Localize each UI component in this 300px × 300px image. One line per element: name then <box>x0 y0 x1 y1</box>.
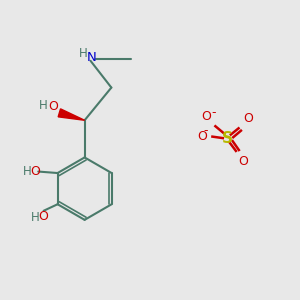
Text: O: O <box>30 165 40 178</box>
Polygon shape <box>58 109 85 120</box>
Text: H: H <box>22 165 31 178</box>
Text: H: H <box>79 47 88 60</box>
Text: -: - <box>204 124 208 136</box>
Text: -: - <box>211 106 216 119</box>
Text: O: O <box>243 112 253 125</box>
Text: H: H <box>31 211 40 224</box>
Text: O: O <box>198 130 208 143</box>
Text: O: O <box>202 110 212 123</box>
Text: H: H <box>39 99 47 112</box>
Text: N: N <box>87 51 97 64</box>
Text: O: O <box>239 155 249 168</box>
Text: O: O <box>48 100 58 113</box>
Text: S: S <box>222 130 233 146</box>
Text: O: O <box>39 210 49 223</box>
